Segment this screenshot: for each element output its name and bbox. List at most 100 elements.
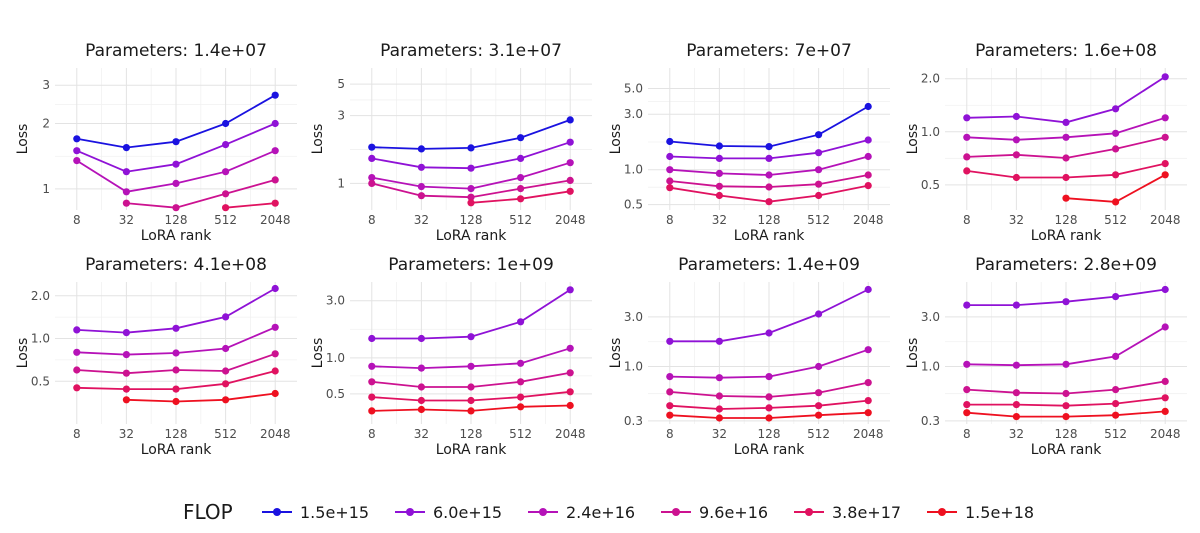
data-point [417, 383, 425, 391]
data-point [715, 169, 724, 177]
data-point [715, 374, 724, 382]
data-point [566, 187, 574, 195]
data-point [222, 204, 230, 212]
data-point [467, 383, 475, 391]
data-point [715, 191, 724, 200]
y-tick-label: 3.0 [624, 310, 643, 324]
legend-label: 2.4e+16 [566, 503, 635, 522]
data-point [122, 144, 130, 152]
data-point [417, 145, 425, 153]
data-point [1062, 413, 1070, 421]
x-tick-label: 8 [368, 213, 376, 227]
x-tick-label: 128 [460, 213, 483, 227]
data-point [815, 149, 823, 157]
data-point [122, 199, 130, 207]
data-point [566, 388, 574, 396]
data-point [122, 369, 130, 377]
data-point [1112, 411, 1120, 419]
data-point [963, 153, 971, 161]
data-point [467, 396, 475, 405]
data-point [566, 138, 574, 146]
data-point [467, 362, 475, 370]
data-point [73, 326, 81, 334]
data-point [517, 318, 525, 326]
series-6.0e+15 [73, 119, 279, 176]
data-point [172, 324, 180, 332]
data-point [368, 362, 376, 370]
data-point [715, 142, 724, 150]
chart-panel-4: 8 32 128 512 2048 0.5 1.0 2.0 Parameters: 1.6e+0… [905, 41, 1187, 244]
y-tick-label: 1.0 [921, 360, 940, 374]
data-point [222, 141, 230, 149]
panel-title: Parameters: 3.1e+07 [380, 41, 562, 61]
y-tick-label: 1.0 [921, 125, 940, 139]
data-point [864, 102, 872, 111]
series-6.0e+15 [963, 73, 1169, 126]
x-tick-label: 32 [712, 427, 727, 441]
chart-panel-5: 8 32 128 512 2048 0.5 1.0 2.0 Parameters: 4.1e+0… [15, 255, 297, 458]
legend-swatch-point [672, 508, 680, 516]
data-point [715, 182, 724, 190]
data-point [864, 379, 872, 387]
data-point [864, 409, 872, 417]
data-point [963, 401, 971, 409]
x-tick-label: 2048 [1150, 213, 1181, 227]
data-point [122, 396, 130, 404]
data-point [122, 385, 130, 393]
panel-title: Parameters: 4.1e+08 [85, 255, 267, 275]
data-point [1012, 136, 1021, 144]
x-tick-label: 128 [758, 427, 781, 441]
y-axis-title: Loss [310, 338, 326, 369]
data-point [666, 177, 674, 185]
data-point [963, 360, 971, 368]
y-axis-title: Loss [905, 338, 921, 369]
x-tick-label: 32 [414, 427, 429, 441]
data-point [172, 397, 180, 406]
data-point [417, 364, 425, 372]
data-point [815, 389, 823, 397]
data-point [1112, 129, 1120, 137]
series-1.5e+15 [368, 116, 574, 153]
data-point [517, 154, 525, 162]
x-tick-label: 2048 [555, 213, 586, 227]
x-axis-title: LoRA rank [1031, 228, 1103, 244]
x-tick-label: 32 [119, 213, 134, 227]
data-point [517, 403, 525, 411]
series-3.8e+17 [222, 199, 279, 212]
data-point [864, 397, 872, 405]
y-tick-label: 1.0 [31, 332, 50, 346]
data-point [467, 407, 475, 415]
y-tick-label: 5 [337, 77, 345, 91]
x-tick-label: 512 [807, 427, 830, 441]
data-point [122, 188, 130, 196]
data-point [864, 171, 872, 179]
data-point [815, 166, 823, 174]
data-point [368, 143, 376, 151]
data-point [467, 164, 475, 172]
series-9.6e+16 [73, 350, 279, 377]
data-point [172, 138, 180, 146]
x-tick-label: 32 [712, 213, 727, 227]
y-tick-label: 0.5 [326, 387, 345, 401]
data-point [566, 159, 574, 167]
data-point [765, 329, 773, 337]
series-6.0e+15 [666, 285, 872, 345]
data-point [271, 176, 279, 184]
data-point [765, 198, 773, 206]
series-9.6e+16 [963, 133, 1169, 162]
data-point [864, 136, 872, 144]
data-point [765, 183, 773, 191]
y-tick-label: 0.5 [921, 178, 940, 192]
data-point [1161, 114, 1169, 122]
data-point [1012, 389, 1021, 397]
data-point [271, 367, 279, 375]
data-point [271, 389, 279, 398]
data-point [1062, 133, 1070, 141]
data-point [1112, 198, 1120, 206]
data-point [715, 392, 724, 400]
data-point [1112, 293, 1120, 301]
data-point [172, 204, 180, 212]
data-point [222, 190, 230, 198]
data-point [666, 337, 674, 345]
x-tick-label: 8 [73, 213, 81, 227]
